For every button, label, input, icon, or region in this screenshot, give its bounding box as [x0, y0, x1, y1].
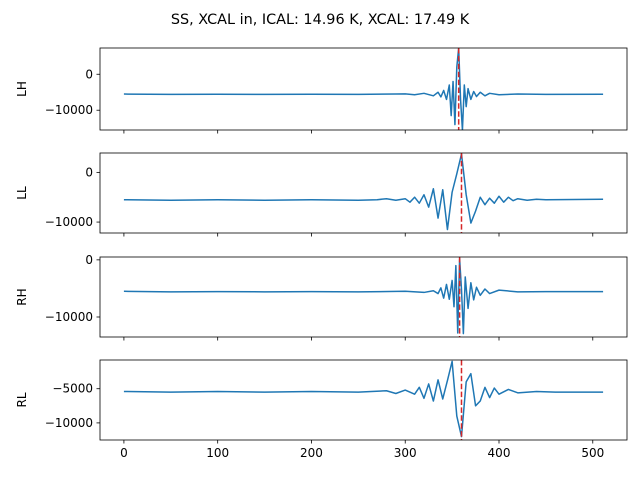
y-axis-label-rh: RH — [15, 288, 29, 305]
y-tick-label-lh: 0 — [85, 67, 93, 81]
figure-title: SS, XCAL in, ICAL: 14.96 K, XCAL: 17.49 … — [171, 12, 470, 28]
x-tick-label: 100 — [206, 446, 229, 460]
x-tick-label: 300 — [394, 446, 417, 460]
subplot-rl: −5000 −10000 0 100 200 300 400 500 RL — [15, 359, 628, 460]
x-tick-label: 400 — [488, 446, 511, 460]
y-tick-label-ll: −10000 — [45, 215, 93, 229]
series-line-lh — [123, 48, 604, 130]
y-tick-label-rh: −10000 — [45, 310, 93, 324]
axes-frame-lh — [99, 47, 628, 131]
x-tick-label: 0 — [120, 446, 128, 460]
y-tick-label-rl: −5000 — [52, 382, 93, 396]
x-tick-label: 200 — [300, 446, 323, 460]
axes-frame-ll — [99, 152, 628, 234]
y-tick-label-ll: 0 — [85, 165, 93, 179]
subplots: 0 −10000 LH 0 −10000 LL 0 −10000 RH −5000 −10000 0 1… — [15, 47, 628, 460]
axes-frame-rl — [99, 359, 628, 441]
subplot-lh: 0 −10000 LH — [15, 47, 628, 134]
y-axis-label-rl: RL — [15, 392, 29, 407]
x-tick-label: 500 — [581, 446, 604, 460]
y-tick-label-lh: −10000 — [45, 103, 93, 117]
y-tick-label-rh: 0 — [85, 253, 93, 267]
subplot-ll: 0 −10000 LL — [15, 152, 628, 237]
subplot-rh: 0 −10000 RH — [15, 253, 628, 341]
series-line-ll — [123, 153, 604, 231]
y-axis-label-ll: LL — [15, 186, 29, 200]
y-axis-label-lh: LH — [15, 81, 29, 97]
axes-frame-rh — [99, 256, 628, 338]
series-line-rh — [123, 257, 604, 335]
y-tick-label-rl: −10000 — [45, 416, 93, 430]
series-line-rl — [123, 360, 604, 438]
